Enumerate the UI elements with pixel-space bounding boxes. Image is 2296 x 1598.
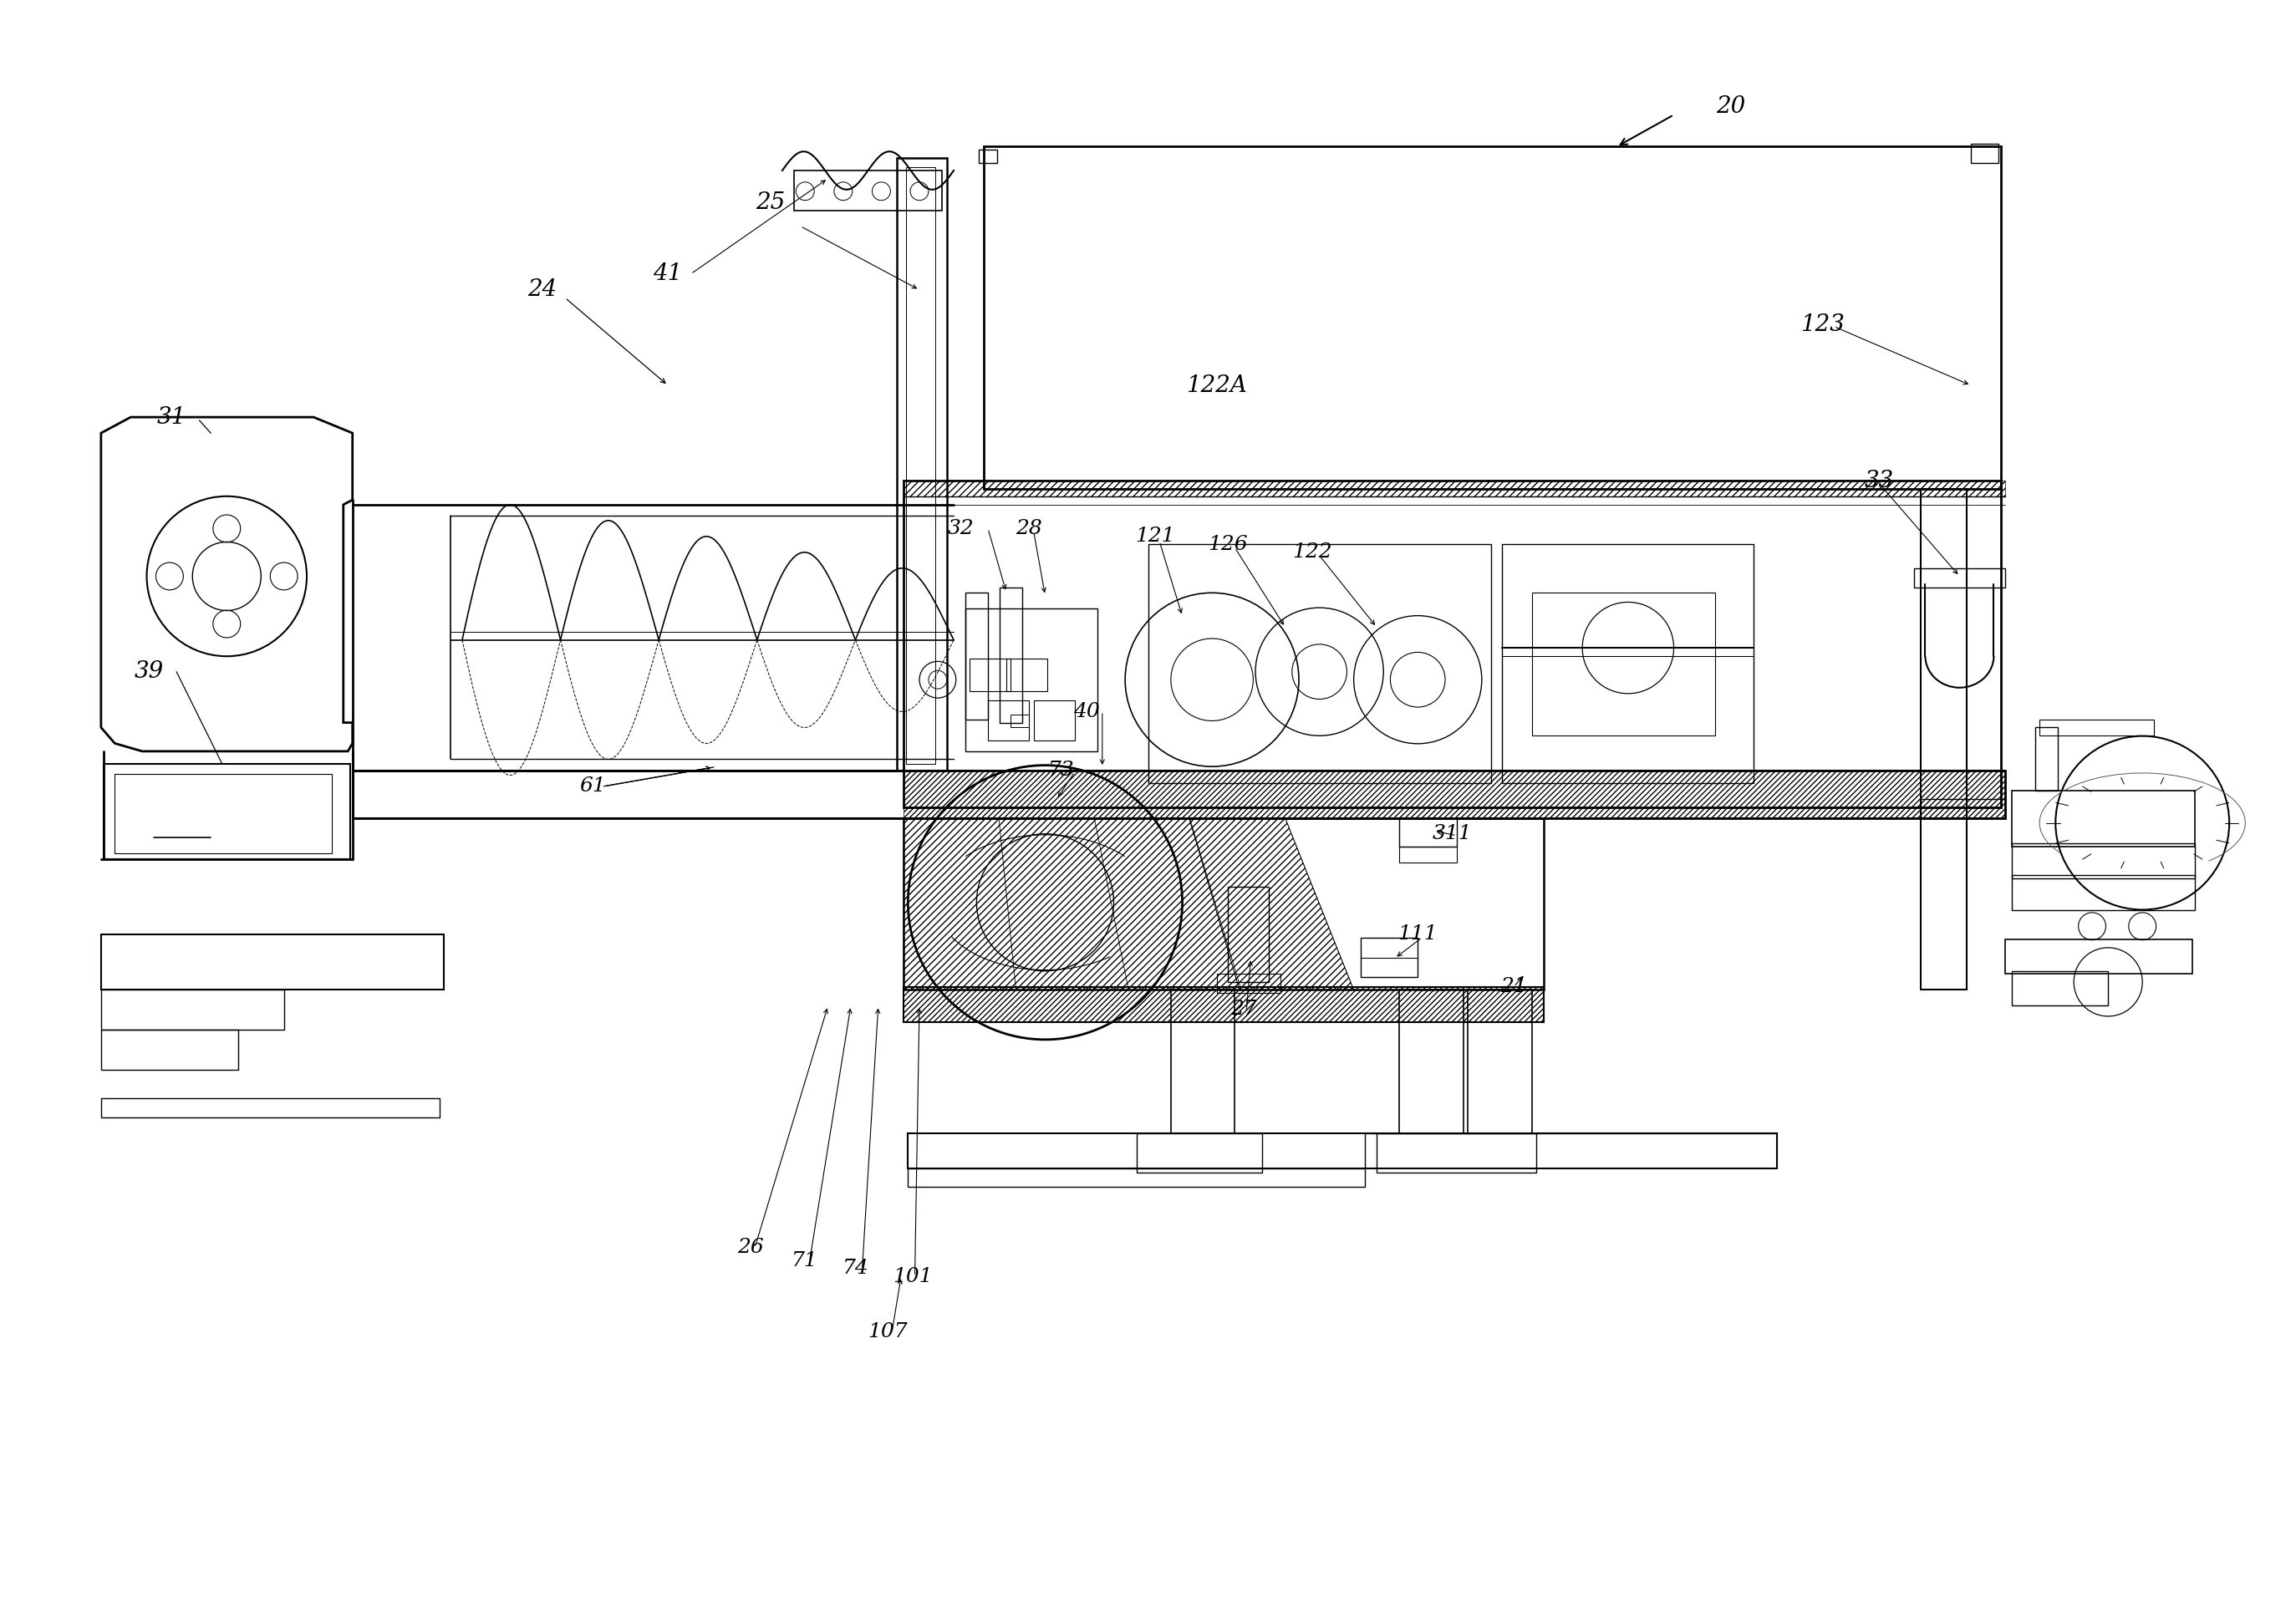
Bar	[1148, 545, 1490, 783]
Text: 73: 73	[1047, 761, 1075, 780]
Bar	[895, 158, 946, 770]
Text: 28: 28	[1015, 519, 1042, 539]
Bar	[1922, 489, 1965, 989]
Text: 122: 122	[1293, 543, 1332, 562]
Text: 27: 27	[1231, 999, 1258, 1018]
Text: 31: 31	[156, 406, 186, 428]
Text: 61: 61	[579, 777, 606, 796]
Bar	[2011, 844, 2195, 879]
Bar	[987, 700, 1029, 740]
Bar	[905, 168, 934, 764]
Bar	[1401, 847, 1456, 863]
Bar	[1502, 545, 1754, 783]
Bar	[1010, 714, 1029, 727]
Bar	[1531, 593, 1715, 735]
Bar	[902, 986, 1543, 1021]
Bar	[101, 1098, 439, 1117]
Text: 26: 26	[737, 1238, 765, 1258]
Text: 39: 39	[133, 660, 163, 682]
Bar	[1362, 938, 1417, 978]
Bar	[964, 593, 987, 719]
Text: 122A: 122A	[1187, 374, 1247, 396]
Bar	[907, 1133, 1777, 1168]
Bar	[354, 770, 2004, 818]
Bar	[964, 609, 1097, 751]
Text: 311: 311	[1433, 825, 1472, 844]
Bar	[103, 764, 351, 860]
Bar	[2039, 719, 2154, 735]
Text: 107: 107	[868, 1323, 907, 1342]
Text: 20: 20	[1715, 96, 1745, 118]
Bar	[902, 481, 2000, 807]
Bar	[101, 1029, 239, 1069]
Bar	[2011, 876, 2195, 911]
Text: 121: 121	[1134, 527, 1176, 547]
Bar	[794, 171, 941, 211]
Text: 74: 74	[843, 1259, 868, 1278]
Bar	[1378, 1133, 1536, 1173]
Text: 111: 111	[1398, 925, 1437, 944]
Bar	[1401, 818, 1456, 847]
Bar	[101, 989, 285, 1029]
Bar	[1006, 658, 1047, 690]
Bar	[2004, 940, 2193, 975]
Bar	[999, 588, 1022, 722]
Bar	[983, 147, 2000, 489]
Bar	[969, 658, 1010, 690]
Text: 40: 40	[1072, 702, 1100, 721]
Text: 101: 101	[893, 1267, 932, 1286]
Text: 32: 32	[948, 519, 974, 539]
Bar	[1217, 975, 1281, 992]
Bar	[1922, 799, 2004, 818]
Text: 21: 21	[1502, 976, 1527, 997]
Bar	[2034, 727, 2057, 791]
Bar	[1033, 700, 1075, 740]
Bar	[1915, 569, 2004, 588]
Text: 24: 24	[528, 278, 558, 300]
Text: 33: 33	[1864, 470, 1894, 492]
Bar	[1171, 989, 1235, 1133]
Bar	[1401, 989, 1463, 1133]
Bar	[2011, 791, 2195, 847]
Bar	[115, 773, 333, 853]
Text: 71: 71	[792, 1251, 817, 1270]
Text: 123: 123	[1800, 313, 1844, 336]
Bar	[907, 1168, 1366, 1187]
Text: 25: 25	[755, 192, 785, 214]
Bar	[1467, 989, 1531, 1133]
Text: 126: 126	[1208, 535, 1249, 555]
Bar	[978, 150, 996, 163]
Bar	[2011, 972, 2108, 1005]
Bar	[101, 935, 443, 989]
Bar	[1970, 144, 1998, 163]
Bar	[1228, 887, 1270, 981]
Bar	[902, 818, 1543, 989]
Text: 41: 41	[652, 262, 682, 284]
Bar	[1137, 1133, 1263, 1173]
